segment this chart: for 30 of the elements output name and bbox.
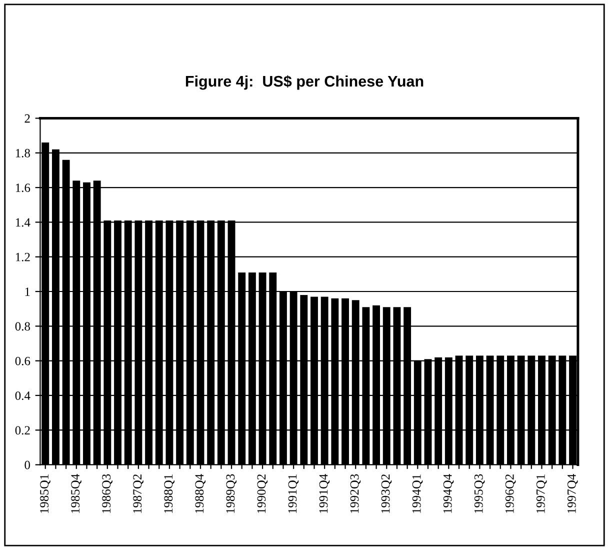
x-tick-label: 1988Q4 <box>195 474 206 513</box>
x-tick-label: 1995Q3 <box>474 474 485 513</box>
x-tick-label: 1985Q4 <box>71 474 82 513</box>
y-tick-label: 1.8 <box>16 148 30 158</box>
x-tick-label: 1990Q2 <box>257 474 268 513</box>
x-tick-label: 1991Q4 <box>319 474 330 513</box>
y-tick-label: 1 <box>25 288 30 296</box>
x-tick-label: 1997Q4 <box>568 474 578 513</box>
y-tick-label: 1.2 <box>16 252 30 262</box>
x-tick-label: 1992Q3 <box>350 474 361 513</box>
x-tick-label: 1989Q3 <box>226 474 237 513</box>
x-tick-label: 1997Q1 <box>536 474 547 513</box>
x-tick-label: 1996Q2 <box>505 474 516 513</box>
x-tick-label: 1994Q1 <box>412 474 423 513</box>
x-tick-label: 1988Q1 <box>164 474 174 513</box>
y-tick-label: 0.2 <box>15 426 30 435</box>
y-tick-label: 2 <box>24 114 30 123</box>
y-tick-label: 0 <box>24 460 30 470</box>
y-tick-label: 0.8 <box>15 322 30 331</box>
y-tick-label: 1.6 <box>16 184 30 192</box>
x-tick-label: 1987Q2 <box>133 474 144 513</box>
x-tick-label: 1994Q4 <box>443 474 454 513</box>
x-tick-label: 1993Q2 <box>381 474 392 513</box>
x-tick-label: 1986Q3 <box>102 474 112 513</box>
x-tick-label: 1985Q1 <box>40 474 50 513</box>
y-tick-label: 0.4 <box>15 391 30 400</box>
x-tick-label: 1991Q1 <box>288 474 299 513</box>
y-tick-label: 0.6 <box>15 356 30 366</box>
y-tick-label: 1.4 <box>16 218 30 227</box>
chart-title: Figure 4j: US$ per Chinese Yuan <box>186 75 424 90</box>
